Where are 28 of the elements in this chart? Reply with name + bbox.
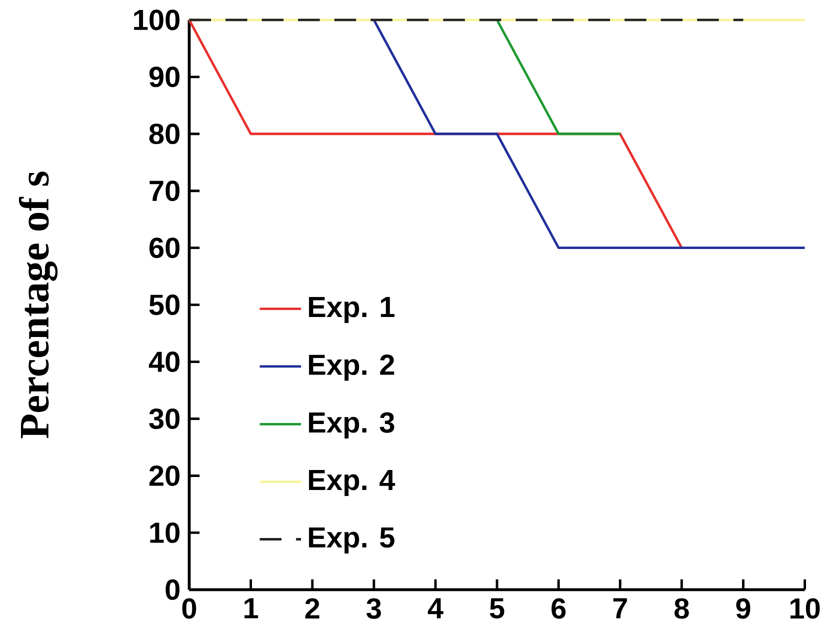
x-tick-label: 9	[736, 598, 750, 619]
y-tick-label: 70	[150, 180, 180, 201]
x-tick-label: 1	[244, 598, 258, 618]
legend-label: Exp. 5	[309, 527, 394, 554]
y-tick-label: 50	[149, 294, 180, 315]
y-tick-label: 20	[149, 465, 180, 486]
y-tick-label: 80	[149, 123, 180, 144]
y-tick-label: 10	[150, 522, 180, 543]
x-tick-label: 4	[428, 598, 444, 618]
y-axis-title: Percentage of s	[18, 171, 58, 438]
y-tick-label: 30	[149, 408, 180, 429]
y-tick-label: 0	[166, 579, 180, 600]
y-tick-label: 60	[149, 237, 180, 258]
y-tick-label: 40	[148, 351, 180, 372]
x-tick-label: 3	[366, 598, 381, 619]
legend-label: Exp. 2	[309, 354, 394, 381]
x-tick-label: 8	[674, 598, 689, 619]
legend-label: Exp. 1	[309, 296, 394, 323]
x-tick-label: 7	[613, 598, 627, 618]
legend-label: Exp. 3	[309, 412, 394, 438]
legend-label: Exp. 4	[309, 470, 396, 496]
x-tick-label: 10	[790, 598, 820, 619]
x-tick-label: 5	[490, 598, 504, 618]
x-tick-label: 0	[182, 598, 196, 619]
x-tick-label: 6	[552, 598, 566, 619]
y-tick-label: 100	[134, 9, 180, 30]
x-tick-label: 2	[305, 598, 320, 618]
y-tick-label: 90	[149, 66, 180, 87]
